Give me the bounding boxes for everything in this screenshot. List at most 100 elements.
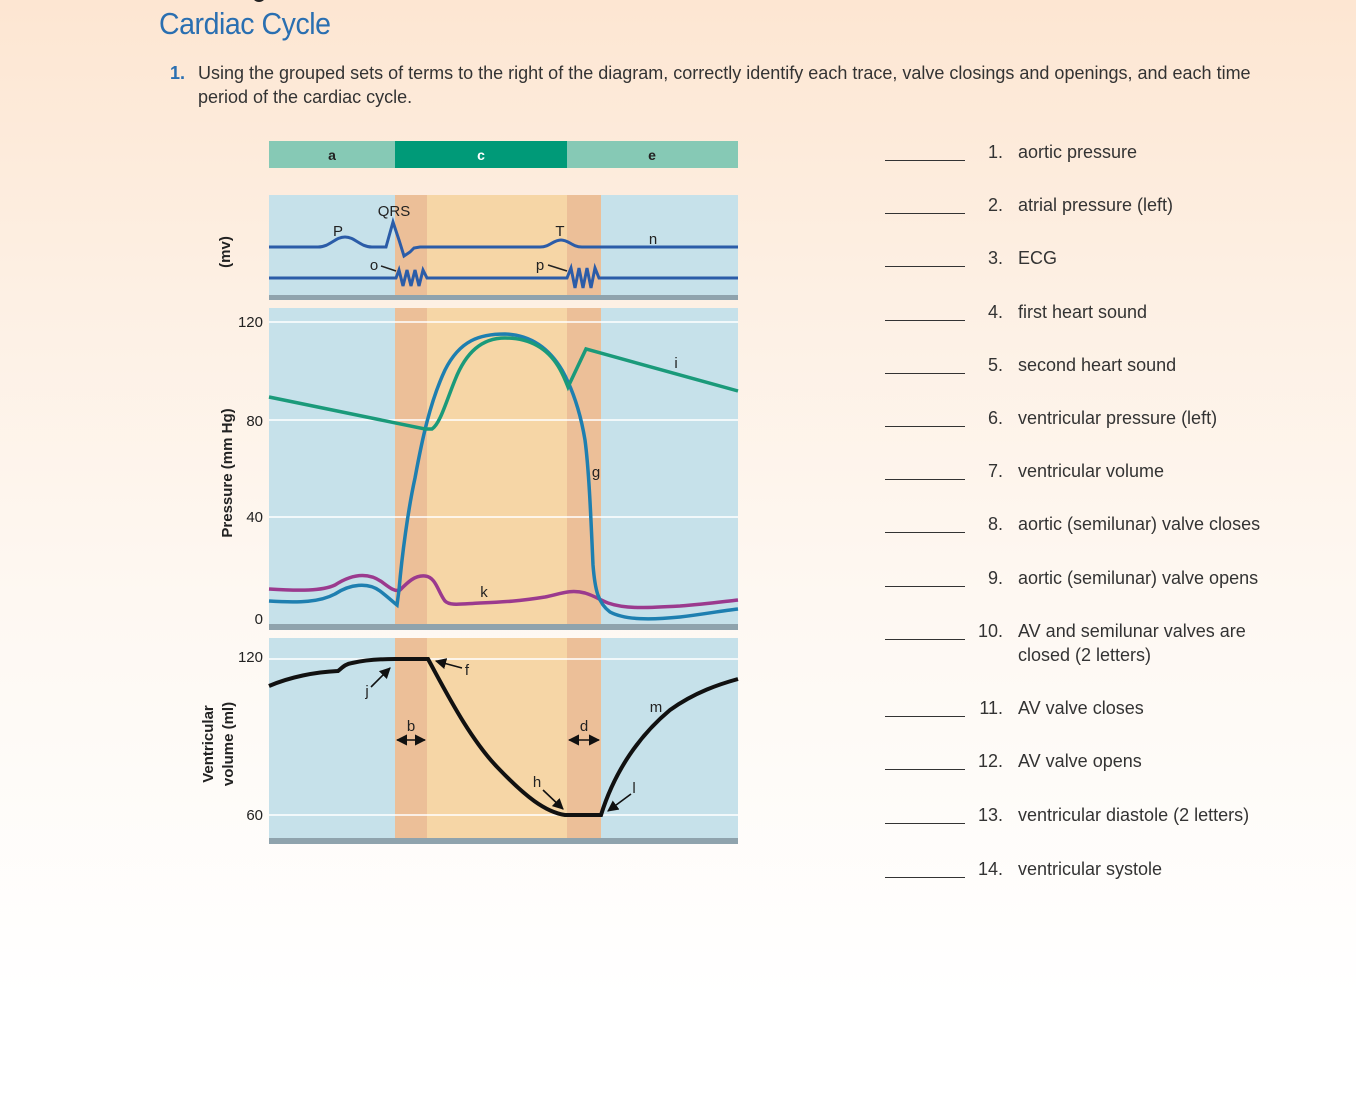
tick-60-volume: 60: [246, 807, 263, 824]
answer-label: aortic (semilunar) valve opens: [1018, 568, 1259, 588]
ecg-axis-label: (mv): [217, 236, 234, 268]
label-k: k: [480, 584, 488, 601]
period-e-bar: [567, 141, 738, 168]
heart-sound-trace: [269, 262, 738, 289]
answer-blank[interactable]: [885, 246, 965, 267]
answer-number: 7.: [987, 461, 1003, 481]
ecg-panel: P QRS T n o p (mv): [217, 195, 738, 300]
answer-label: ventricular pressure (left): [1018, 408, 1218, 428]
volume-panel-baseline-bar: [269, 838, 738, 844]
ecg-trace: [269, 216, 738, 259]
label-f: f: [465, 662, 470, 679]
tick-40: 40: [246, 509, 263, 526]
ecg-p-label: P: [333, 223, 343, 240]
period-e-label: e: [648, 147, 656, 163]
answer-blank[interactable]: [885, 803, 965, 824]
answer-blank[interactable]: [885, 353, 965, 374]
label-h: h: [533, 774, 541, 791]
answer-blank[interactable]: [885, 749, 965, 770]
period-c-bar: [395, 141, 567, 168]
label-o-pointer: [380, 265, 397, 272]
answer-number: 6.: [987, 408, 1003, 428]
answer-label: ventricular systole: [1018, 859, 1163, 879]
ecg-panel-baseline-bar: [269, 295, 738, 300]
label-f-arrow: [434, 658, 463, 670]
volume-isovolumetric-band-2: [567, 638, 601, 839]
answer-label: first heart sound: [1018, 302, 1148, 322]
ecg-t-label: T: [555, 223, 564, 240]
answer-number: 8.: [987, 514, 1003, 534]
answer-label: aortic pressure: [1018, 142, 1138, 162]
answer-number: 4.: [987, 302, 1003, 322]
answer-blank[interactable]: [885, 140, 965, 161]
volume-axis-label-line1: Ventricular: [200, 705, 217, 783]
label-l: l: [632, 780, 635, 797]
period-bar: a c e: [269, 141, 738, 168]
answer-label: AV valve opens: [1018, 751, 1142, 771]
answer-blank[interactable]: [885, 193, 965, 214]
atrial-pressure-trace: [268, 573, 739, 610]
answer-number: 10.: [977, 621, 1003, 641]
volume-isovolumetric-band-1: [395, 638, 427, 839]
answer-label: AV and semilunar valves are closed (2 le…: [1018, 621, 1246, 665]
label-h-arrow: [542, 789, 564, 810]
answer-blank[interactable]: [885, 857, 965, 878]
volume-axis-label-line2: volume (ml): [220, 702, 237, 786]
label-j-arrow: [370, 667, 391, 688]
answer-blank[interactable]: [885, 459, 965, 480]
label-i: i: [674, 355, 677, 372]
answer-number: 5.: [987, 355, 1003, 375]
ventricular-volume-trace: [268, 657, 739, 817]
label-p: p: [536, 257, 544, 274]
pressure-axis-label: Pressure (mm Hg): [219, 408, 236, 537]
answer-number: 11.: [979, 698, 1003, 718]
pressure-systole-band: [427, 308, 567, 625]
tick-120-pressure: 120: [238, 314, 263, 331]
label-m: m: [650, 699, 663, 716]
page-title: Cardiac Cycle: [159, 6, 331, 41]
tick-120-volume: 120: [238, 649, 263, 666]
answer-number: 2.: [987, 195, 1003, 215]
pressure-panel: 120 80 40 0 i g k Pressure (mm Hg): [219, 308, 739, 630]
aortic-pressure-trace: [268, 336, 739, 431]
answer-number: 12.: [977, 751, 1003, 771]
answer-blank[interactable]: [885, 512, 965, 533]
answer-label: ventricular diastole (2 letters): [1018, 805, 1250, 825]
period-a-bar: [269, 141, 395, 168]
answer-label: atrial pressure (left): [1018, 195, 1174, 215]
title-overflow-glyph: [252, 0, 266, 2]
answer-number: 13.: [977, 805, 1003, 825]
pressure-panel-baseline-bar: [269, 624, 738, 630]
answer-blank[interactable]: [885, 619, 965, 640]
answer-label: AV valve closes: [1018, 698, 1144, 718]
answer-blank[interactable]: [885, 696, 965, 717]
label-p-pointer: [547, 264, 568, 272]
label-g: g: [592, 464, 600, 481]
volume-panel: 120 60 j f b d h l m Ventricular volume …: [200, 638, 739, 844]
answer-blank[interactable]: [885, 566, 965, 587]
label-o: o: [370, 257, 378, 274]
answer-number: 9.: [987, 568, 1003, 588]
question-1: 1. Using the grouped sets of terms to th…: [170, 61, 1290, 109]
answer-blank[interactable]: [885, 406, 965, 427]
answer-label: ECG: [1018, 248, 1058, 268]
label-l-arrow: [607, 793, 632, 812]
answer-number: 3.: [987, 248, 1003, 268]
label-d: d: [580, 718, 588, 735]
answer-blank[interactable]: [885, 300, 965, 321]
answer-label: aortic (semilunar) valve closes: [1018, 514, 1261, 534]
question-text: Using the grouped sets of terms to the r…: [198, 63, 1251, 107]
period-a-label: a: [328, 147, 336, 163]
label-j: j: [364, 683, 368, 700]
label-n: n: [649, 231, 657, 248]
ventricular-pressure-trace: [268, 332, 739, 621]
answer-number: 1.: [987, 142, 1003, 162]
question-number: 1.: [170, 63, 186, 83]
answer-number: 14.: [977, 859, 1003, 879]
answer-label: ventricular volume: [1018, 461, 1165, 481]
answer-label: second heart sound: [1018, 355, 1177, 375]
ecg-qrs-label: QRS: [378, 203, 411, 220]
tick-80: 80: [246, 413, 263, 430]
label-b: b: [407, 718, 415, 735]
